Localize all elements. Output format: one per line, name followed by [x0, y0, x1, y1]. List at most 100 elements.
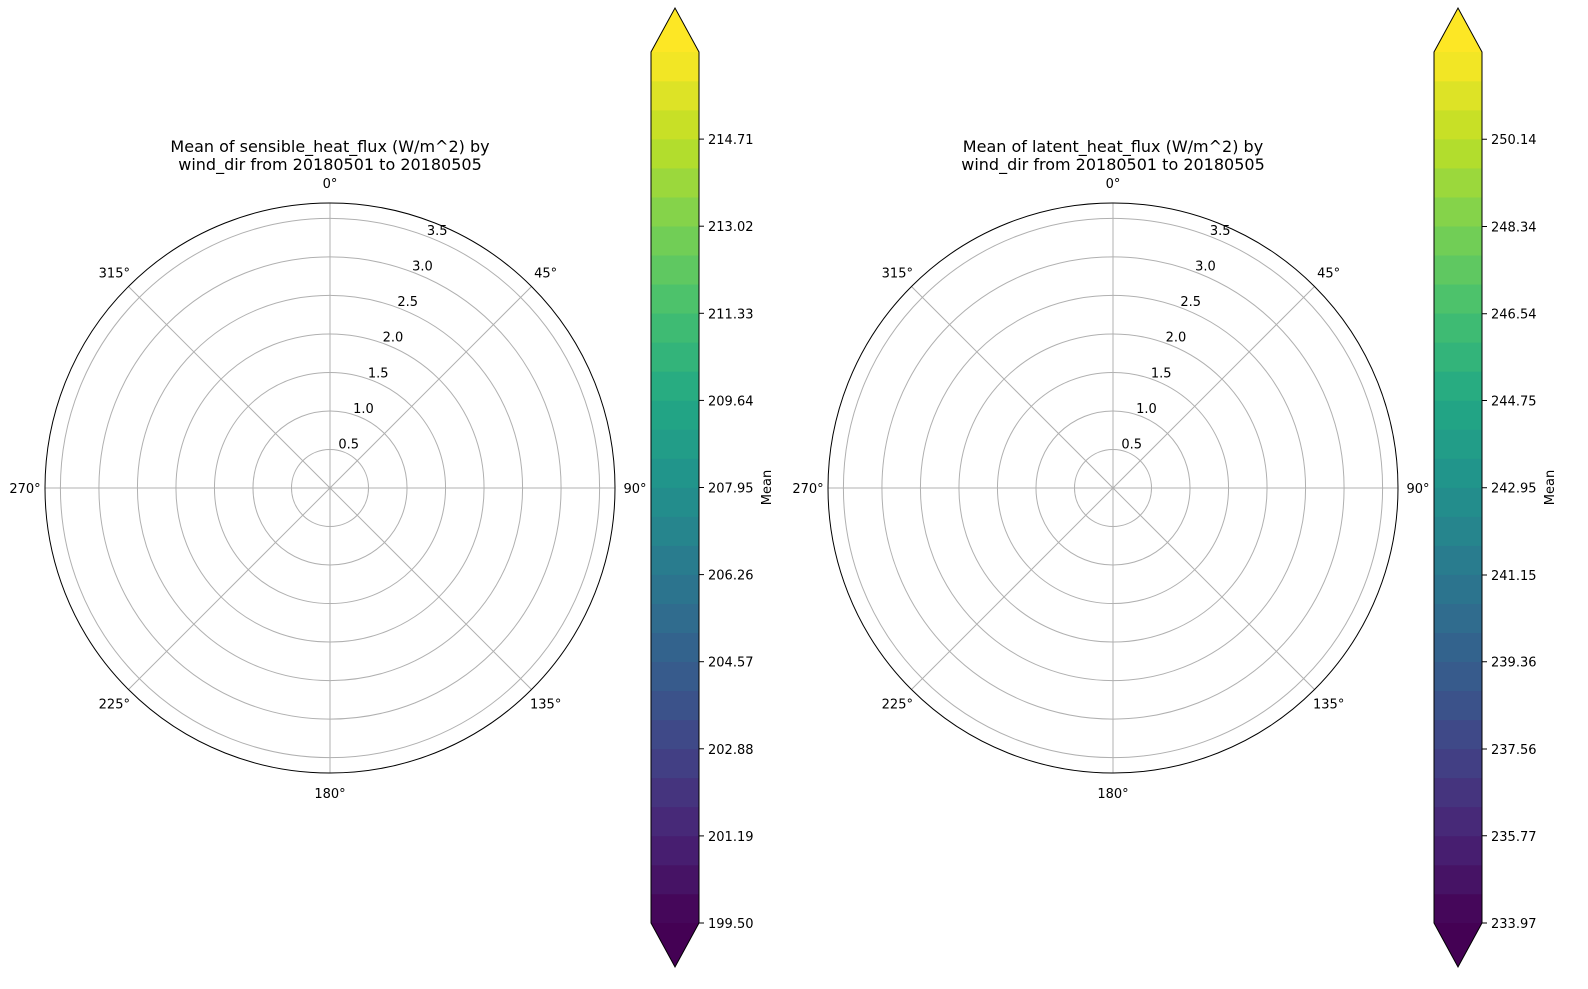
colorbar-extend-max	[1434, 8, 1482, 52]
radial-tick-label: 2.5	[1180, 295, 1201, 310]
colorbar-level	[1434, 283, 1482, 314]
colorbar-tick-label: 244.75	[1491, 394, 1537, 409]
colorbar-level	[651, 603, 699, 633]
radial-tick-label: 3.5	[1210, 224, 1231, 239]
colorbar-label: Mean	[1543, 470, 1558, 505]
colorbar-level	[651, 632, 699, 662]
colorbar-tick-label: 241.15	[1491, 569, 1537, 584]
colorbar-level	[651, 138, 699, 169]
angular-gridline	[1112, 286, 1315, 489]
colorbar-extend-min	[1434, 923, 1482, 967]
colorbar-tick-label: 237.56	[1491, 743, 1537, 758]
theta-tick-label: 270°	[792, 482, 823, 497]
theta-tick-label: 315°	[882, 266, 913, 281]
colorbar-level	[1434, 864, 1482, 895]
angular-gridline	[128, 286, 331, 489]
radial-tick-label: 1.5	[368, 366, 389, 381]
theta-tick-label: 180°	[1097, 787, 1128, 802]
colorbar-level	[651, 661, 699, 692]
colorbar-level	[651, 835, 699, 866]
theta-tick-label: 225°	[882, 698, 913, 713]
radial-tick-label: 2.0	[1166, 331, 1187, 346]
colorbar-level	[1434, 109, 1482, 140]
polar-frame	[827, 202, 1399, 774]
colorbar-level	[1434, 51, 1482, 82]
colorbar-level	[1434, 254, 1482, 285]
colorbar-level	[1434, 80, 1482, 111]
angular-gridline	[1112, 487, 1315, 690]
colorbar-level	[1434, 167, 1482, 198]
radial-tick-label: 2.5	[397, 295, 418, 310]
colorbar-level	[1434, 777, 1482, 808]
colorbar-level	[651, 254, 699, 285]
colorbar-tick-label: 201.19	[708, 830, 754, 845]
colorbar-1: 199.50 201.19 202.88 204.57 206.26 207.95 209.…	[650, 6, 775, 969]
radial-tick-label: 0.5	[1121, 437, 1142, 452]
radial-tick-label: 1.5	[1151, 366, 1172, 381]
theta-tick-label: 0°	[1106, 177, 1121, 192]
colorbar-level	[651, 864, 699, 895]
colorbar-tick-label: 213.02	[708, 220, 754, 235]
chart-title-line: Mean of sensible_heat_flux (W/m^2) by	[170, 137, 489, 157]
colorbar-label: Mean	[760, 470, 775, 505]
colorbar-level	[1434, 632, 1482, 662]
colorbar-2: 233.97 235.77 237.56 239.36 241.15 242.95 244.…	[1433, 6, 1558, 969]
theta-tick-label: 90°	[1406, 482, 1429, 497]
colorbar-level	[651, 806, 699, 837]
colorbar-level	[1434, 806, 1482, 837]
theta-tick-label: 135°	[1313, 698, 1344, 713]
colorbar-tick-label: 246.54	[1491, 308, 1537, 323]
colorbar-level	[1434, 603, 1482, 633]
colorbar-level	[1434, 400, 1482, 430]
colorbar-level	[1434, 690, 1482, 721]
colorbar-level	[1434, 313, 1482, 343]
theta-tick-label: 270°	[9, 482, 40, 497]
colorbar-level	[651, 458, 699, 488]
angular-gridline	[911, 487, 1114, 690]
colorbar-level	[651, 429, 699, 459]
colorbar-level	[1434, 196, 1482, 227]
colorbar-level	[651, 777, 699, 808]
angular-gridline	[911, 286, 1114, 489]
colorbar-tick-label: 209.64	[708, 394, 754, 409]
colorbar-tick-label: 242.95	[1491, 482, 1537, 497]
radial-tick-label: 3.0	[412, 260, 433, 275]
colorbar-tick-label: 214.71	[708, 133, 754, 148]
colorbar-extend-min	[651, 923, 699, 967]
colorbar-level	[1434, 748, 1482, 779]
radial-tick-label: 3.0	[1195, 260, 1216, 275]
colorbar-level	[651, 545, 699, 575]
colorbar-tick-label: 199.50	[708, 917, 754, 932]
colorbar-level	[651, 225, 699, 256]
theta-tick-label: 90°	[623, 482, 646, 497]
colorbar-level	[651, 196, 699, 227]
colorbar-level	[651, 109, 699, 140]
colorbar-level	[1434, 342, 1482, 372]
colorbar-level	[1434, 487, 1482, 517]
theta-tick-label: 45°	[534, 266, 557, 281]
colorbar-tick-label: 250.14	[1491, 133, 1537, 148]
polar-frame	[44, 202, 616, 774]
polar-panel-2: Mean of latent_heat_flux (W/m^2) bywind_…	[792, 137, 1429, 802]
colorbar-level	[1434, 574, 1482, 604]
chart-title-line: Mean of latent_heat_flux (W/m^2) by	[963, 137, 1263, 157]
colorbar-level	[1434, 429, 1482, 459]
colorbar-level	[1434, 371, 1482, 401]
colorbar-level	[651, 487, 699, 517]
angular-gridline	[329, 487, 532, 690]
colorbar-level	[1434, 516, 1482, 546]
colorbar-level	[1434, 138, 1482, 169]
theta-tick-label: 315°	[99, 266, 130, 281]
theta-tick-label: 225°	[99, 698, 130, 713]
chart-title-line: wind_dir from 20180501 to 20180505	[961, 155, 1265, 175]
colorbar-level	[1434, 661, 1482, 692]
radial-tick-label: 1.0	[353, 402, 374, 417]
colorbar-tick-label: 233.97	[1491, 917, 1537, 932]
colorbar-level	[1434, 545, 1482, 575]
colorbar-level	[651, 516, 699, 546]
colorbar-level	[1434, 719, 1482, 750]
colorbar-level	[1434, 458, 1482, 488]
radial-tick-label: 3.5	[427, 224, 448, 239]
colorbar-tick-label: 202.88	[708, 743, 754, 758]
